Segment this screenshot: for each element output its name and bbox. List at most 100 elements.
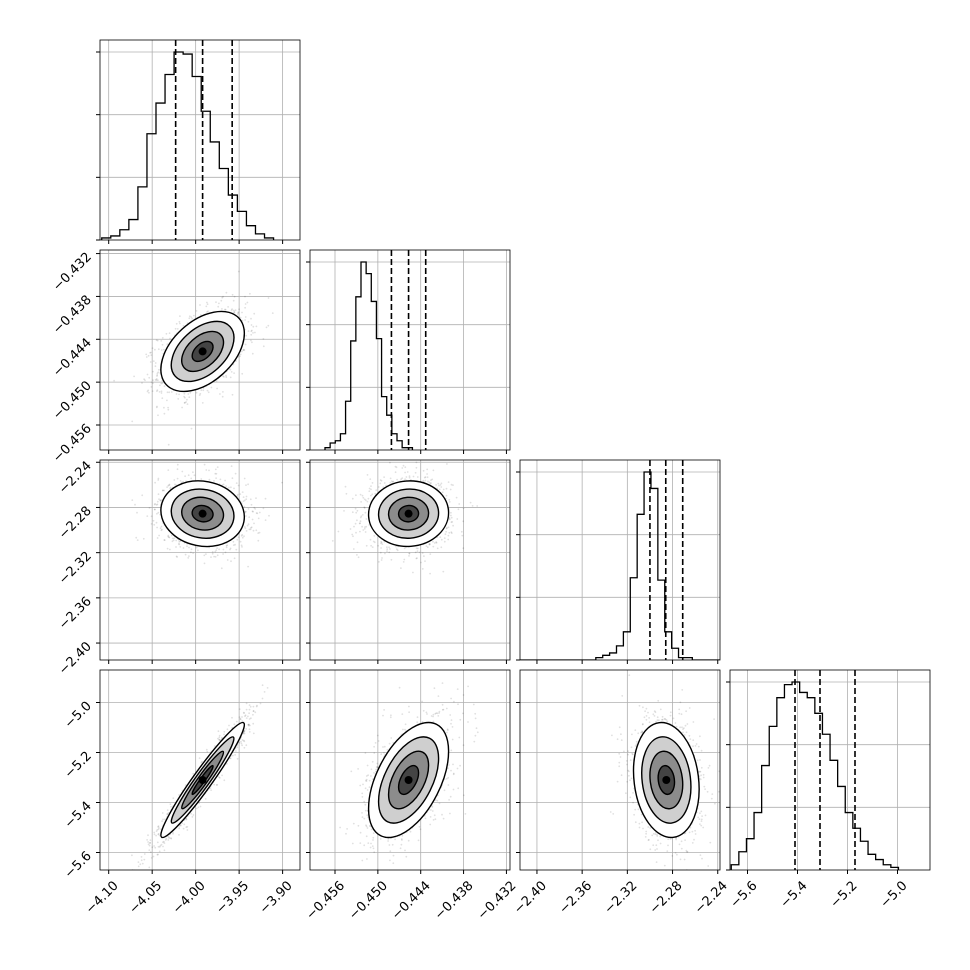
- y-tick-label: −0.432: [50, 250, 95, 295]
- scatter-point: [401, 477, 404, 479]
- scatter-point: [373, 752, 376, 754]
- scatter-point: [267, 297, 270, 299]
- scatter-point: [239, 540, 242, 543]
- scatter-point: [190, 477, 193, 480]
- scatter-point: [224, 308, 227, 311]
- scatter-point: [659, 835, 662, 838]
- scatter-point: [359, 516, 362, 519]
- scatter-point: [221, 395, 224, 398]
- scatter-point: [248, 516, 251, 518]
- scatter-point: [170, 837, 172, 839]
- scatter-point: [155, 521, 158, 524]
- scatter-point: [182, 827, 185, 830]
- scatter-point: [211, 552, 214, 555]
- scatter-point: [166, 547, 169, 550]
- scatter-point: [354, 522, 357, 525]
- scatter-point: [222, 483, 225, 486]
- scatter-point: [225, 374, 227, 377]
- scatter-point: [156, 390, 158, 393]
- scatter-point: [230, 465, 233, 467]
- scatter-point: [226, 559, 229, 561]
- scatter-point: [206, 311, 208, 313]
- scatter-point: [248, 708, 251, 711]
- scatter-point: [244, 316, 247, 318]
- scatter-point: [244, 319, 247, 321]
- scatter-point: [261, 697, 264, 700]
- scatter-point: [642, 827, 644, 830]
- scatter-point: [147, 354, 150, 357]
- scatter-point: [178, 794, 181, 796]
- scatter-point: [207, 391, 210, 394]
- scatter-point: [433, 542, 436, 544]
- scatter-point: [355, 531, 357, 534]
- scatter-point: [241, 491, 244, 493]
- scatter-point: [441, 491, 444, 494]
- scatter-point: [163, 489, 166, 492]
- scatter-point: [400, 843, 403, 846]
- scatter-point: [234, 754, 237, 756]
- scatter-point: [251, 352, 254, 355]
- scatter-point: [236, 313, 239, 315]
- scatter-point: [380, 479, 383, 482]
- scatter-point: [240, 742, 243, 745]
- scatter-point: [193, 314, 195, 317]
- scatter-point: [167, 484, 170, 487]
- scatter-point: [339, 826, 341, 829]
- scatter-point: [691, 842, 694, 844]
- scatter-point: [655, 720, 657, 723]
- scatter-point: [200, 389, 203, 392]
- scatter-point: [365, 778, 368, 781]
- scatter-point: [464, 813, 467, 815]
- scatter-point: [256, 512, 259, 515]
- scatter-point: [192, 552, 195, 554]
- scatter-point: [159, 499, 162, 502]
- scatter-point: [218, 302, 220, 305]
- scatter-point: [239, 718, 242, 720]
- scatter-point: [374, 742, 377, 744]
- scatter-point: [157, 479, 160, 481]
- scatter-point: [654, 711, 657, 714]
- scatter-point: [155, 830, 158, 832]
- scatter-point: [700, 818, 703, 821]
- scatter-contour-panel: −2.40−2.36−2.32−2.28−2.24: [511, 669, 731, 917]
- x-tick-label: −3.90: [257, 878, 296, 917]
- scatter-point: [416, 476, 419, 478]
- scatter-point: [151, 347, 154, 350]
- scatter-point: [363, 817, 366, 820]
- scatter-point: [370, 768, 373, 771]
- scatter-point: [447, 534, 450, 537]
- scatter-point: [664, 718, 667, 721]
- scatter-point: [156, 375, 158, 377]
- x-tick-label: −3.95: [213, 878, 252, 917]
- scatter-point: [388, 844, 391, 846]
- scatter-point: [157, 826, 160, 828]
- scatter-point: [632, 801, 634, 804]
- scatter-point: [456, 688, 459, 690]
- scatter-point: [401, 834, 404, 837]
- scatter-point: [163, 412, 166, 415]
- panel-frame: [309, 459, 511, 661]
- scatter-point: [166, 812, 169, 815]
- scatter-point: [389, 548, 391, 550]
- scatter-point: [152, 855, 155, 858]
- scatter-point: [155, 339, 158, 342]
- scatter-point: [364, 803, 367, 806]
- scatter-point: [223, 733, 225, 736]
- scatter-point: [160, 525, 163, 528]
- scatter-point: [230, 560, 232, 563]
- scatter-point: [167, 536, 170, 538]
- scatter-point: [351, 842, 354, 845]
- scatter-point: [691, 830, 694, 833]
- scatter-point: [405, 476, 408, 478]
- scatter-point: [172, 832, 174, 835]
- scatter-point: [222, 391, 224, 393]
- scatter-point: [195, 546, 198, 549]
- scatter-point: [161, 337, 164, 339]
- scatter-point: [143, 858, 146, 861]
- scatter-point: [178, 824, 181, 827]
- scatter-point: [252, 732, 255, 735]
- scatter-point: [365, 824, 367, 827]
- scatter-point: [241, 350, 243, 353]
- scatter-point: [424, 560, 426, 562]
- scatter-point: [218, 734, 221, 737]
